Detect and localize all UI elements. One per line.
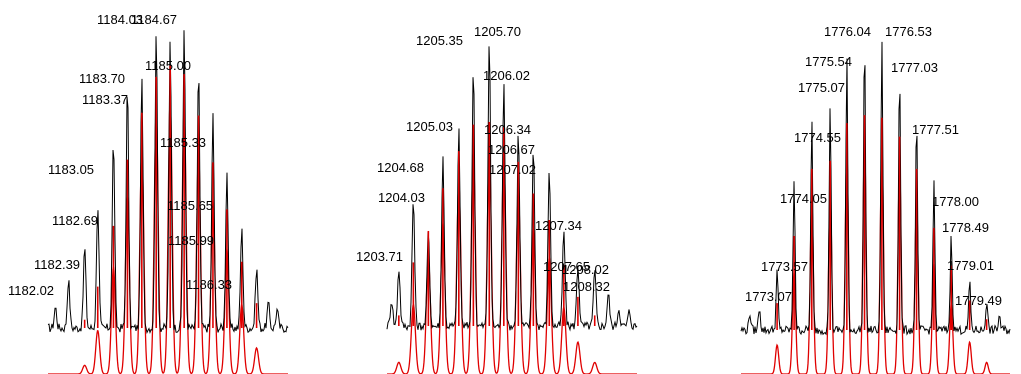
peak-label: 1182.02 xyxy=(8,283,54,298)
peak-label: 1205.70 xyxy=(474,24,521,39)
peak-label: 1206.67 xyxy=(488,142,535,157)
peak-label: 1205.03 xyxy=(406,119,453,134)
peak-label: 1777.51 xyxy=(912,122,959,137)
peak-label: 1207.02 xyxy=(489,162,536,177)
peak-label: 1183.37 xyxy=(82,92,128,107)
peak-label: 1208.32 xyxy=(563,279,610,294)
peak-label: 1204.68 xyxy=(377,160,424,175)
peak-label: 1778.49 xyxy=(942,220,989,235)
peak-label: 1207.34 xyxy=(535,218,582,233)
peak-label: 1186.33 xyxy=(186,277,232,292)
peak-label: 1206.34 xyxy=(484,122,531,137)
peak-label: 1203.71 xyxy=(356,249,403,264)
peak-label: 1185.99 xyxy=(168,233,214,248)
peak-label: 1208.02 xyxy=(562,262,609,277)
spectrum-panel-1: 1182.02 1182.39 1182.69 1183.05 1183.37 1183.… xyxy=(8,12,289,374)
peak-label: 1184.03 xyxy=(97,12,143,27)
peak-label: 1774.05 xyxy=(780,191,827,206)
peak-label: 1778.00 xyxy=(932,194,979,209)
experimental-spectrum-line xyxy=(47,30,289,335)
peak-label: 1182.69 xyxy=(52,213,98,228)
peak-label: 1184.67 xyxy=(131,12,177,27)
peak-label: 1183.70 xyxy=(79,71,125,86)
peak-label: 1774.55 xyxy=(794,130,841,145)
peak-label: 1182.39 xyxy=(34,257,80,272)
peak-label: 1183.05 xyxy=(48,162,94,177)
spectrum-panel-2: 1203.71 1204.03 1204.68 1205.03 1205.35 1205.… xyxy=(356,24,638,374)
peak-label: 1775.54 xyxy=(805,54,852,69)
peak-label: 1779.01 xyxy=(947,258,994,273)
peak-label: 1775.07 xyxy=(798,80,845,95)
spectrum-panel-3: 1773.07 1773.57 1774.05 1774.55 1775.07 1775.… xyxy=(740,24,1011,374)
peak-label: 1185.33 xyxy=(160,135,206,150)
peak-label: 1205.35 xyxy=(416,33,463,48)
peak-label: 1773.07 xyxy=(745,289,792,304)
peak-label: 1776.04 xyxy=(824,24,871,39)
experimental-spectrum-line xyxy=(740,41,1011,336)
peak-label: 1206.02 xyxy=(483,68,530,83)
peak-label: 1204.03 xyxy=(378,190,425,205)
peak-label: 1777.03 xyxy=(891,60,938,75)
peak-label: 1207.65 xyxy=(543,259,590,274)
peak-label: 1185.00 xyxy=(145,58,191,73)
peak-label: 1185.65 xyxy=(167,198,213,213)
peak-label: 1776.53 xyxy=(885,24,932,39)
peak-label: 1773.57 xyxy=(761,259,808,274)
peak-label: 1779.49 xyxy=(955,293,1002,308)
